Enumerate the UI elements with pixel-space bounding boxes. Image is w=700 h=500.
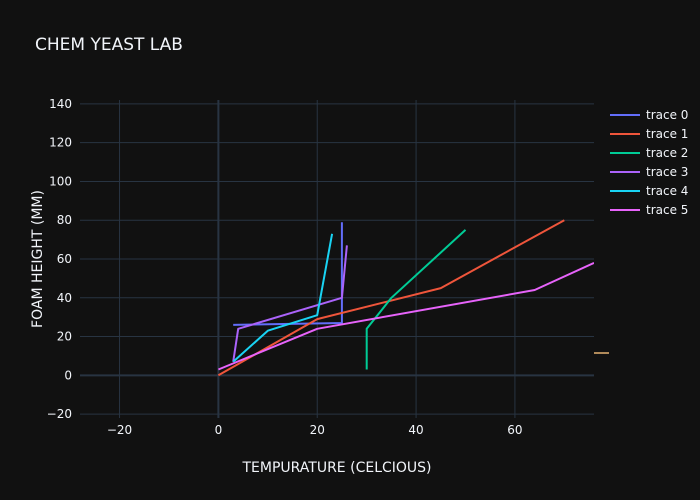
- x-tick-label: 20: [310, 423, 325, 437]
- x-tick-labels: −20 0 20 40 60: [107, 423, 523, 437]
- legend-item-trace-3[interactable]: trace 3: [610, 165, 688, 179]
- y-tick-label: 20: [57, 330, 72, 344]
- legend-label: trace 0: [646, 108, 688, 122]
- series-line-trace-4: [232, 233, 334, 363]
- grid-lines: [80, 100, 594, 418]
- legend-item-trace-2[interactable]: trace 2: [610, 146, 688, 160]
- series-line-trace-2: [365, 229, 467, 370]
- y-tick-label: 80: [57, 213, 72, 227]
- legend[interactable]: trace 0 trace 1 trace 2 trace 3 trace 4 trace…: [610, 108, 688, 217]
- y-tick-label: 120: [49, 136, 72, 150]
- legend-item-trace-1[interactable]: trace 1: [610, 127, 688, 141]
- x-tick-label: −20: [107, 423, 132, 437]
- series-line-trace-5: [218, 261, 594, 371]
- legend-item-trace-0[interactable]: trace 0: [610, 108, 688, 122]
- legend-label: trace 2: [646, 146, 688, 160]
- legend-item-trace-5[interactable]: trace 5: [610, 203, 688, 217]
- y-tick-label: 140: [49, 97, 72, 111]
- legend-label: trace 4: [646, 184, 688, 198]
- chart-title: CHEM YEAST LAB: [35, 35, 183, 55]
- zero-lines: [80, 100, 594, 418]
- series-line-trace-3: [232, 245, 348, 362]
- y-tick-label: −20: [47, 407, 72, 421]
- legend-label: trace 3: [646, 165, 688, 179]
- series-line-trace-0: [233, 222, 343, 326]
- legend-label: trace 5: [646, 203, 688, 217]
- x-tick-label: 0: [215, 423, 223, 437]
- y-tick-label: 100: [49, 174, 72, 188]
- series-line-trace-1: [217, 219, 565, 377]
- y-tick-label: 60: [57, 252, 72, 266]
- x-axis-title: TEMPURATURE (CELCIOUS): [241, 460, 431, 476]
- legend-item-trace-4[interactable]: trace 4: [610, 184, 688, 198]
- y-tick-label: 40: [57, 291, 72, 305]
- legend-label: trace 1: [646, 127, 688, 141]
- x-tick-label: 40: [408, 423, 423, 437]
- y-tick-labels: −20 0 20 40 60 80 100 120 140: [47, 97, 72, 421]
- series-lines: [217, 219, 594, 377]
- y-axis-title: FOAM HEIGHT (MM): [30, 190, 46, 328]
- y-tick-label: 0: [64, 368, 72, 382]
- x-tick-label: 60: [507, 423, 522, 437]
